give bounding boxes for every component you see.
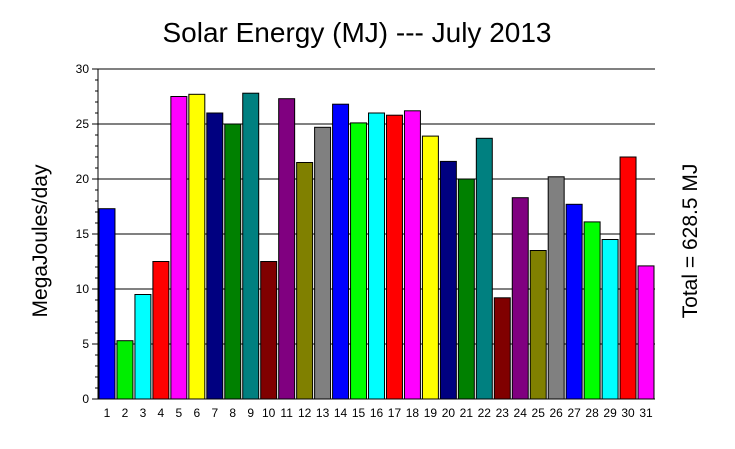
x-tick-label: 15: [352, 406, 366, 420]
x-tick-label: 3: [140, 406, 147, 420]
x-tick-label: 17: [388, 406, 402, 420]
x-tick-label: 4: [158, 406, 165, 420]
x-tick-label: 5: [176, 406, 183, 420]
bar-day-31: [637, 265, 655, 400]
bar-day-5: [170, 96, 188, 400]
x-tick-label: 19: [424, 406, 438, 420]
bar-day-23: [493, 297, 511, 400]
y-tick-label: 0: [82, 392, 89, 406]
bar-day-26: [547, 176, 565, 400]
bar-day-28: [583, 221, 601, 400]
bar-day-3: [134, 294, 152, 400]
x-tick-label: 31: [639, 406, 653, 420]
y-tick-label: 20: [76, 172, 90, 186]
x-tick-label: 28: [585, 406, 599, 420]
x-tick-label: 22: [478, 406, 492, 420]
bar-day-18: [403, 110, 421, 400]
bar-day-27: [565, 203, 583, 400]
bar-day-2: [116, 340, 134, 400]
bar-day-25: [529, 250, 547, 400]
chart-title: Solar Energy (MJ) --- July 2013: [162, 17, 551, 48]
x-tick-label: 27: [567, 406, 581, 420]
y-tick-label: 25: [76, 117, 90, 131]
x-tick-label: 8: [229, 406, 236, 420]
x-tick-label: 14: [334, 406, 348, 420]
x-tick-label: 12: [298, 406, 312, 420]
bar-day-6: [188, 93, 206, 400]
x-tick-label: 10: [262, 406, 276, 420]
y-tick-label: 30: [76, 62, 90, 76]
bar-day-12: [296, 162, 314, 400]
bar-day-13: [314, 126, 332, 400]
bar-day-20: [439, 160, 457, 400]
bar-day-11: [278, 98, 296, 400]
bar-day-10: [260, 261, 278, 400]
x-tick-label: 25: [532, 406, 546, 420]
bar-day-8: [224, 123, 242, 400]
x-tick-label: 1: [104, 406, 111, 420]
bars: [98, 92, 655, 400]
y-tick-label: 15: [76, 227, 90, 241]
x-tick-label: 24: [514, 406, 528, 420]
bar-day-7: [206, 112, 224, 400]
bar-day-30: [619, 156, 637, 400]
axes: [92, 68, 655, 400]
bar-day-4: [152, 261, 170, 400]
bar-day-24: [511, 197, 529, 400]
y-tick-label: 10: [76, 282, 90, 296]
x-tick-label: 6: [193, 406, 200, 420]
bar-day-14: [332, 103, 350, 400]
x-tick-label: 30: [621, 406, 635, 420]
total-label: Total = 628.5 MJ: [679, 164, 702, 319]
bar-day-1: [98, 208, 116, 400]
bar-day-29: [601, 239, 619, 400]
x-tick-label: 21: [460, 406, 474, 420]
y-axis-label: MegaJoules/day: [29, 164, 52, 317]
x-tick-label: 11: [280, 406, 293, 420]
x-tick-label: 9: [247, 406, 254, 420]
bar-day-16: [368, 112, 385, 400]
x-tick-label: 18: [406, 406, 420, 420]
y-tick-labels: 0 5 10 15 20 25 30: [76, 62, 90, 406]
bar-day-15: [350, 122, 368, 400]
bar-day-17: [385, 114, 403, 400]
x-tick-labels: 1 2 3 4 5 6 7 8 9 10 11 12 13 14 15 16 17 18 19 20 21 22 23 24 2…: [104, 406, 653, 420]
bar-day-21: [457, 178, 475, 400]
bar-day-9: [242, 92, 260, 400]
x-tick-label: 7: [211, 406, 218, 420]
x-tick-label: 2: [122, 406, 129, 420]
bar-day-22: [475, 137, 493, 400]
y-tick-label: 5: [82, 337, 89, 351]
x-tick-label: 26: [550, 406, 564, 420]
x-tick-label: 20: [442, 406, 456, 420]
x-tick-label: 23: [496, 406, 510, 420]
x-tick-label: 13: [316, 406, 330, 420]
bar-day-19: [421, 135, 439, 400]
x-tick-label: 29: [603, 406, 617, 420]
x-tick-label: 16: [370, 406, 384, 420]
